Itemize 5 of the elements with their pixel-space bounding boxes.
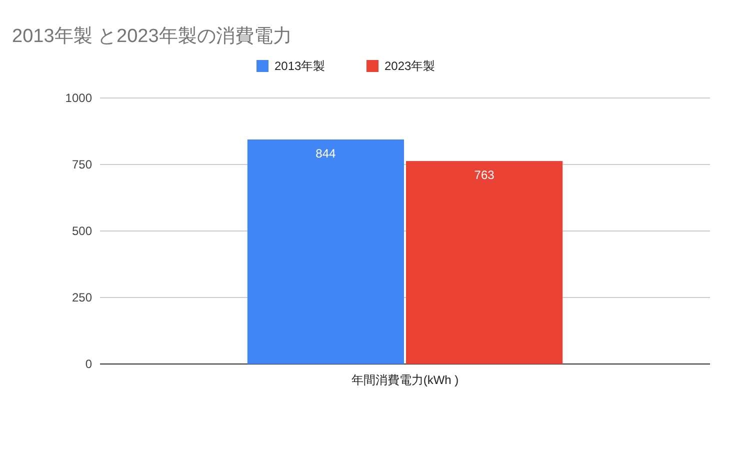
data-label: 844 [316,146,336,160]
legend-label: 2013年製 [274,59,326,73]
data-label: 763 [474,168,495,182]
chart-title: 2013年製 と2023年製の消費電力 [12,26,292,47]
legend-label: 2023年製 [384,59,436,73]
